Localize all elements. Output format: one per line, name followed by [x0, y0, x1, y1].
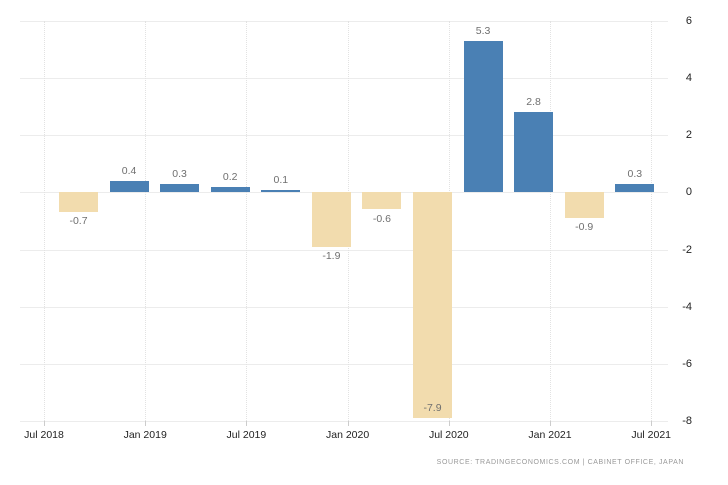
bar[interactable] [261, 189, 301, 193]
gridline-vertical [550, 21, 551, 421]
x-axis-tick [44, 421, 45, 426]
bar[interactable] [311, 192, 351, 247]
x-axis-tick [651, 421, 653, 426]
x-axis-tick [448, 421, 450, 426]
x-axis-tick-label: Jan 2020 [325, 429, 370, 441]
y-axis-tick-label: 0 [685, 186, 692, 199]
gridline-vertical [44, 21, 45, 421]
bar[interactable] [210, 186, 250, 193]
y-axis-tick-label: -6 [682, 357, 692, 370]
gridline-horizontal [20, 363, 668, 365]
plot-area: -0.7 0.4 0.3 0.2 0.1 -1.9 -0.6 -7.9 5.3 2.8 -0.9 0.… [20, 21, 668, 422]
y-axis-tick-label: 4 [685, 72, 692, 85]
x-axis-tick-label: Jan 2019 [123, 429, 167, 441]
bar[interactable] [109, 181, 149, 193]
bar-value-label: -7.9 [423, 402, 442, 415]
x-axis-tick-label: Jan 2021 [528, 429, 572, 441]
bar-value-label: 0.3 [627, 167, 643, 180]
gridline-horizontal [20, 78, 668, 80]
bar[interactable] [615, 183, 655, 193]
gridline-vertical [651, 21, 653, 421]
x-axis-tick [347, 421, 349, 426]
bar-value-label: 0.3 [172, 167, 187, 180]
x-axis-tick [246, 421, 248, 426]
y-axis-tick-label: 2 [685, 129, 692, 142]
gridline-horizontal [20, 306, 668, 308]
y-axis-tick-label: -4 [682, 300, 692, 313]
gridline-vertical [246, 21, 248, 421]
x-axis-tick-label: Jul 2021 [631, 429, 672, 441]
bar-value-label: -0.6 [372, 212, 391, 225]
y-axis-tick-label: -2 [682, 243, 692, 256]
x-axis-tick [145, 421, 147, 426]
x-axis-tick-label: Jul 2019 [226, 429, 267, 441]
x-axis-tick [550, 421, 551, 426]
bar[interactable] [463, 41, 503, 193]
bar-value-label: 5.3 [475, 25, 491, 37]
bar[interactable] [160, 183, 200, 193]
gridline-vertical [145, 21, 147, 421]
bar-value-label: -1.9 [322, 249, 341, 262]
bar-value-label: -0.9 [575, 221, 594, 234]
gridline-horizontal [20, 421, 668, 422]
y-axis-tick-label: 6 [685, 15, 692, 27]
bar-value-label: 0.4 [121, 165, 137, 177]
bar[interactable] [413, 192, 452, 419]
source-attribution: SOURCE: TRADINGECONOMICS.COM | CABINET O… [436, 459, 684, 466]
x-axis-tick-label: Jul 2018 [24, 429, 64, 441]
bar[interactable] [362, 192, 402, 210]
gridline-horizontal [20, 249, 668, 251]
gridline-horizontal [20, 21, 668, 22]
bar[interactable] [514, 112, 554, 193]
bar-value-label: 2.8 [526, 96, 541, 109]
x-axis-tick-label: Jul 2020 [428, 429, 469, 441]
bar-value-label: 0.2 [222, 170, 238, 183]
bar[interactable] [59, 192, 98, 213]
y-axis-tick-label: -8 [682, 415, 692, 427]
gridline-horizontal [20, 135, 668, 137]
bar[interactable] [564, 192, 604, 219]
bar-value-label: 0.1 [273, 173, 289, 186]
bar-value-label: -0.7 [69, 215, 88, 228]
